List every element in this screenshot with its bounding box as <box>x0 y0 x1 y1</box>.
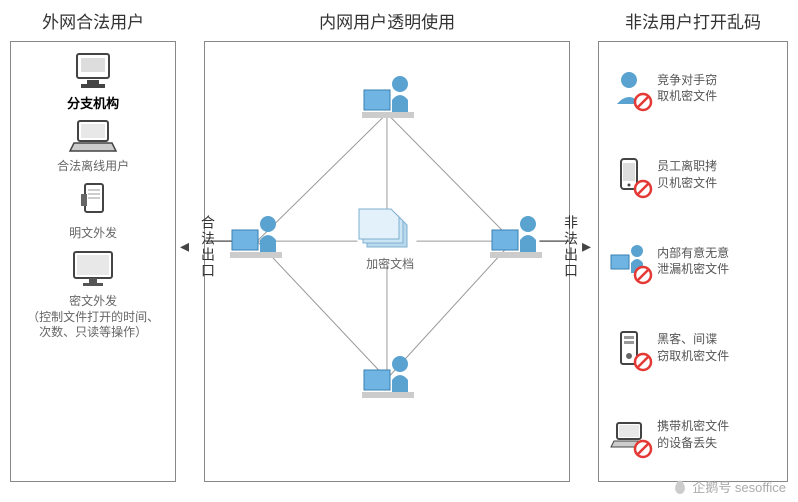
laptop-icon <box>68 119 118 155</box>
center-column: 内网用户透明使用 加密文档 <box>204 8 570 482</box>
left-title: 外网合法用户 <box>42 8 144 33</box>
penguin-icon <box>672 479 688 495</box>
left-panel: 分支机构 合法离线用户 明文外发 密文外发 （控制文件打开的时间、 次数、只读等… <box>10 41 176 482</box>
right-title: 非法用户打开乱码 <box>625 8 761 33</box>
item-label: 密文外发 （控制文件打开的时间、 次数、只读等操作） <box>27 294 159 341</box>
monitor-icon <box>70 248 116 290</box>
center-panel: 加密文档 <box>204 41 570 482</box>
forbid-icon <box>633 439 653 459</box>
row-resign: 员工离职拷 贝机密文件 <box>603 153 783 197</box>
user-node-left <box>230 212 286 262</box>
row-text: 员工离职拷 贝机密文件 <box>657 158 717 192</box>
desktop-icon <box>71 52 115 92</box>
arrow-left-icon: ◂ <box>180 236 189 257</box>
item-label: 分支机构 <box>67 96 119 113</box>
item-cipher: 密文外发 （控制文件打开的时间、 次数、只读等操作） <box>27 248 159 341</box>
row-internal: 内部有意无意 泄漏机密文件 <box>603 239 783 283</box>
row-text: 黑客、间谍 窃取机密文件 <box>657 331 729 365</box>
center-title: 内网用户透明使用 <box>319 8 455 33</box>
row-lost: 携带机密文件 的设备丢失 <box>603 413 783 457</box>
user-node-top <box>362 72 418 122</box>
item-branch: 分支机构 <box>67 52 119 113</box>
device-icon <box>77 180 109 222</box>
row-competitor: 竞争对手窃 取机密文件 <box>603 66 783 110</box>
row-text: 携带机密文件 的设备丢失 <box>657 418 729 452</box>
docs-label: 加密文档 <box>355 255 425 272</box>
row-hacker: 黑客、间谍 窃取机密文件 <box>603 326 783 370</box>
documents-icon <box>355 207 415 251</box>
watermark: 企鹅号 sesoffice <box>672 477 786 496</box>
item-plaintext: 明文外发 <box>69 180 117 242</box>
forbid-icon <box>633 265 653 285</box>
forbid-icon <box>633 352 653 372</box>
forbid-icon <box>633 92 653 112</box>
right-panel: 竞争对手窃 取机密文件 员工离职拷 贝机密文件 内部有意无意 泄漏机密文件 黑客… <box>598 41 788 482</box>
item-label: 明文外发 <box>69 226 117 242</box>
gate-left-label: 合法出口 <box>198 215 218 279</box>
gate-right-label: 非法出口 <box>561 215 581 279</box>
row-text: 内部有意无意 泄漏机密文件 <box>657 245 729 279</box>
forbid-icon <box>633 179 653 199</box>
arrow-right-icon: ▸ <box>582 236 591 257</box>
watermark-text: 企鹅号 sesoffice <box>692 477 786 496</box>
user-node-right <box>490 212 546 262</box>
user-node-bottom <box>362 352 418 402</box>
row-text: 竞争对手窃 取机密文件 <box>657 72 717 106</box>
encrypted-docs: 加密文档 <box>355 207 425 272</box>
item-offline: 合法离线用户 <box>57 119 129 175</box>
left-column: 外网合法用户 分支机构 合法离线用户 明文外发 密文外发 （控制文件打开的时间、… <box>10 8 176 482</box>
item-label: 合法离线用户 <box>57 159 129 175</box>
right-column: 非法用户打开乱码 竞争对手窃 取机密文件 员工离职拷 贝机密文件 内部有意无意 … <box>598 8 788 482</box>
